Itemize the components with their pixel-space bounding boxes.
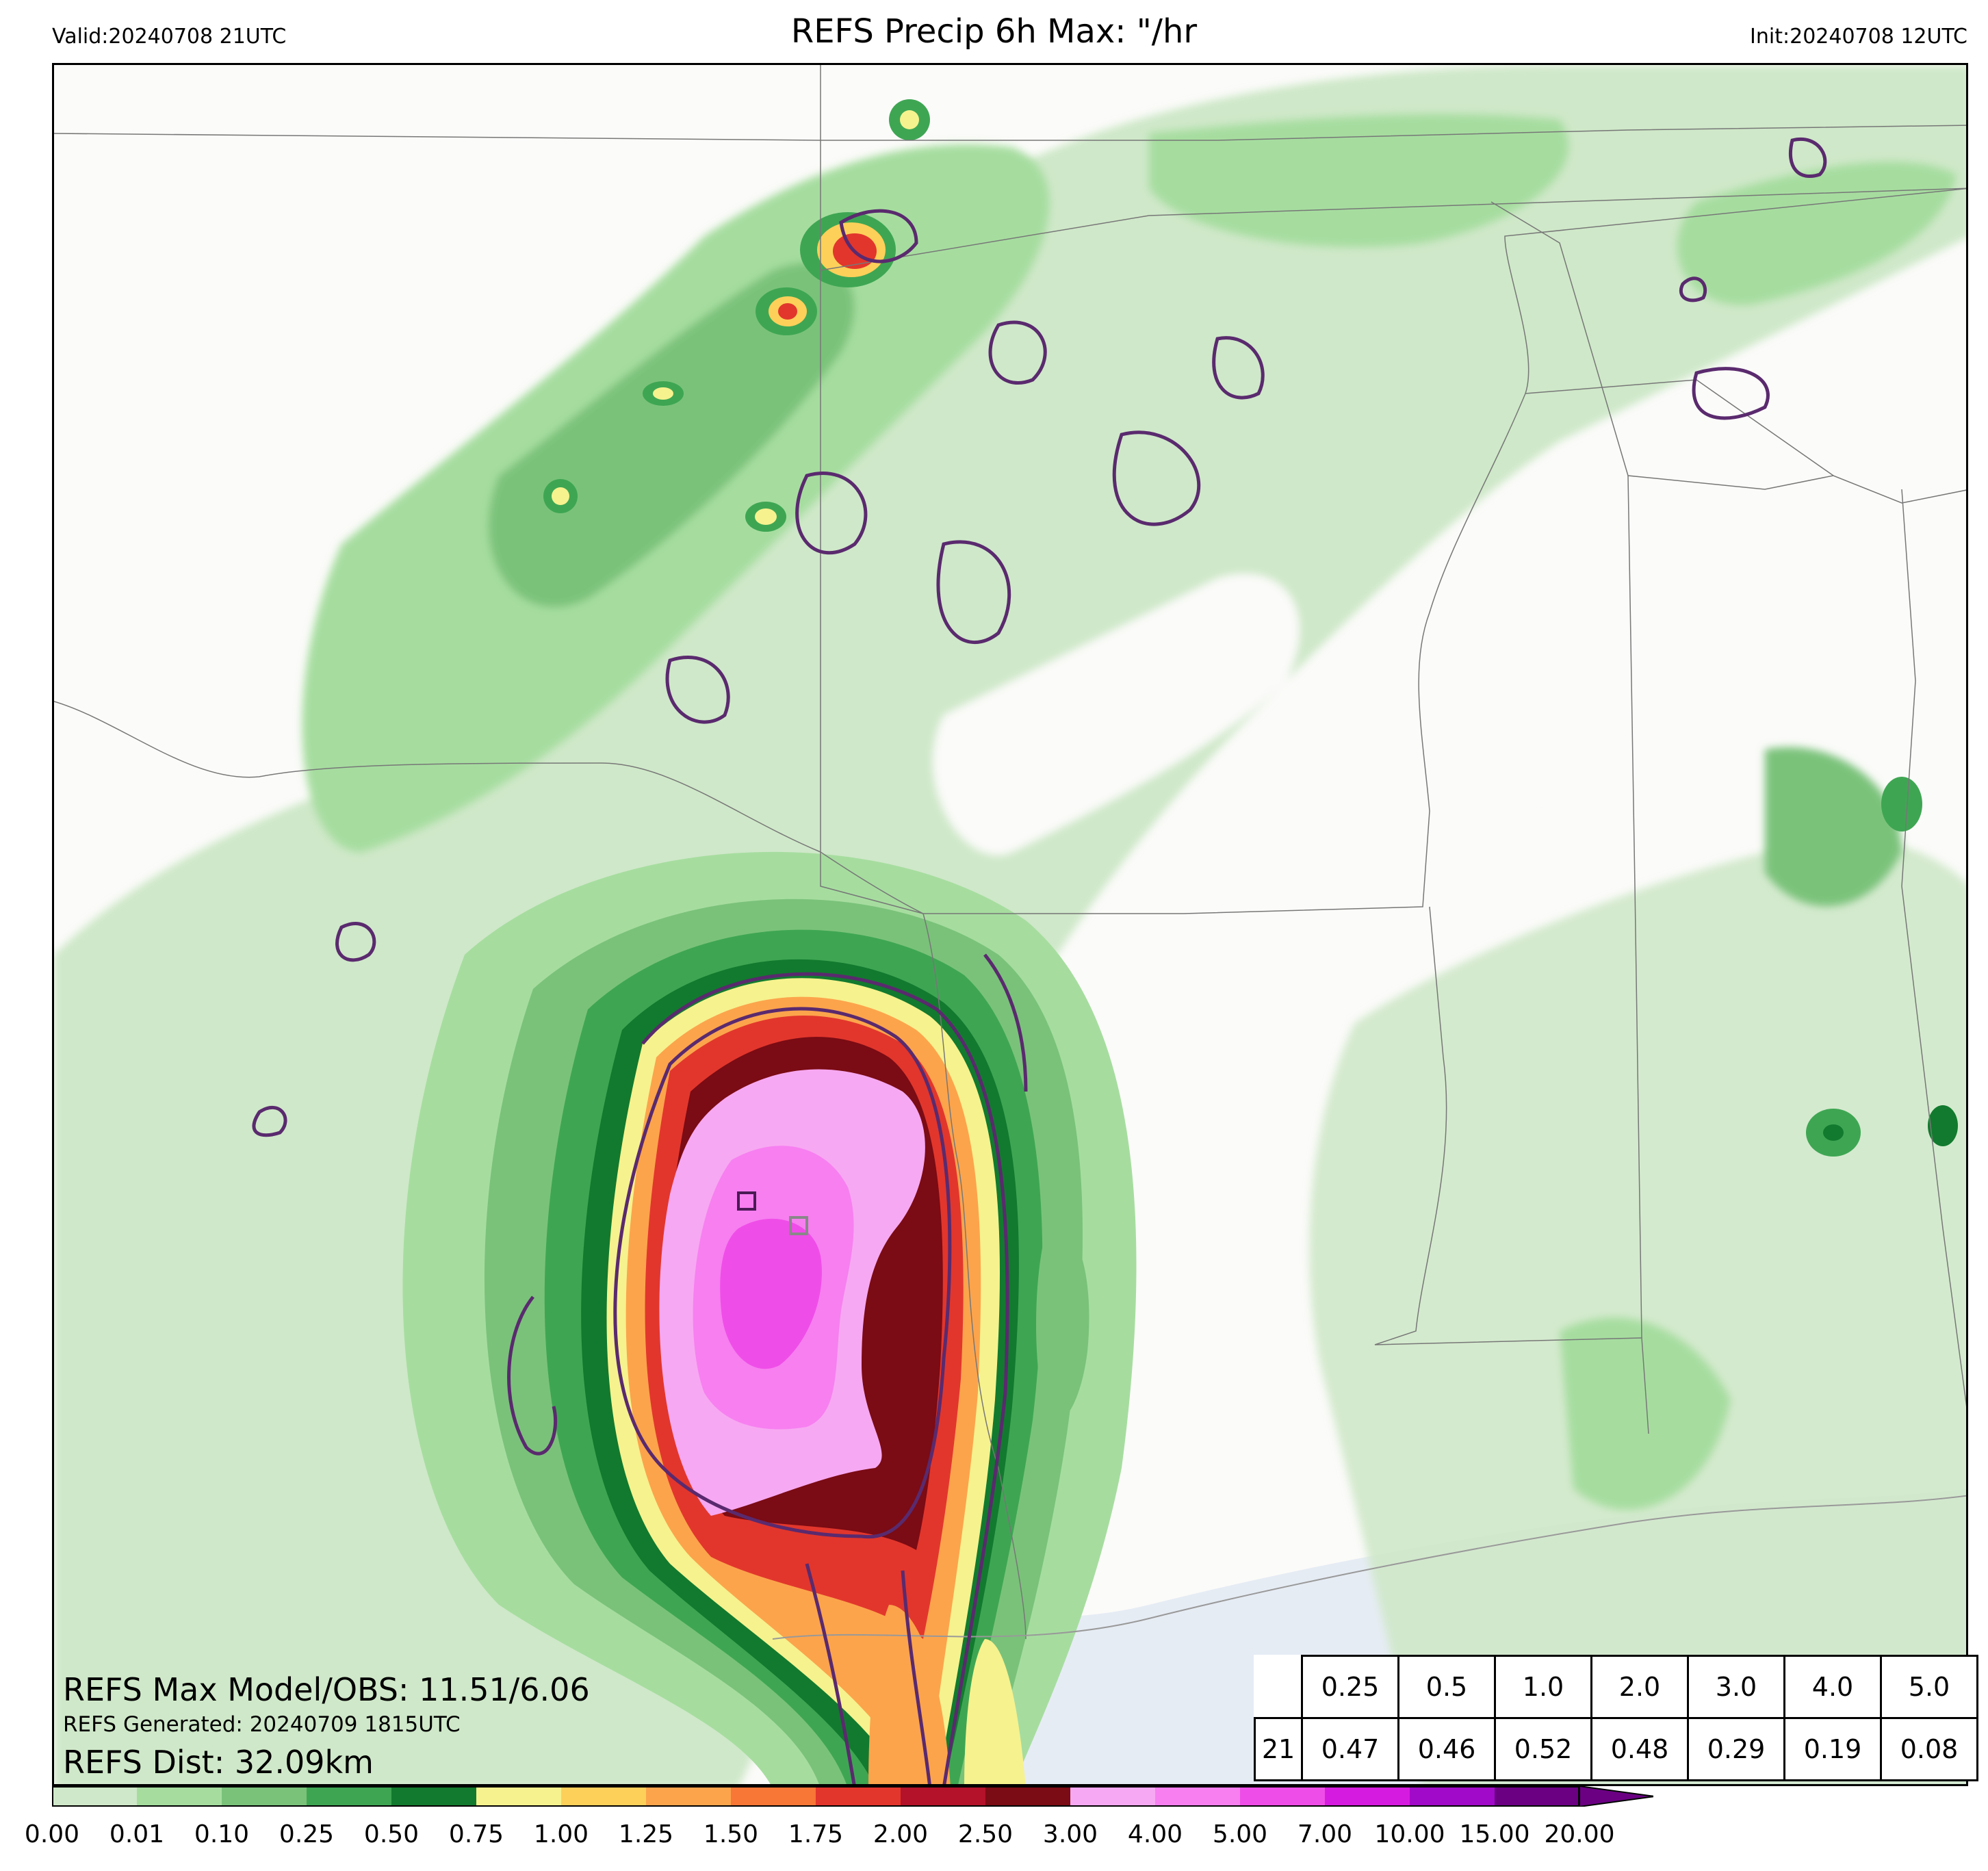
threshold-cell: 3.0 [1687,1655,1785,1719]
colorbar-border [52,1786,1579,1807]
colorbar-tick-label: 2.50 [957,1820,1014,1848]
hour-cell: 21 [1254,1717,1303,1781]
colorbar-tick-label: 4.00 [1127,1820,1183,1848]
colorbar-segment [1495,1786,1579,1807]
colorbar-tick-label: 1.50 [703,1820,759,1848]
threshold-cell: 4.0 [1783,1655,1882,1719]
colorbar-segment [391,1786,476,1807]
colorbar-segment [137,1786,222,1807]
colorbar-segment [1155,1786,1240,1807]
colorbar [52,1786,1653,1807]
colorbar-tick-label: 1.25 [618,1820,674,1848]
value-cell: 0.46 [1397,1717,1496,1781]
colorbar-segment [1410,1786,1495,1807]
table-corner [1255,1656,1302,1718]
map-canvas [54,65,1966,1784]
threshold-table: 0.25 0.5 1.0 2.0 3.0 4.0 5.0 21 0.47 0.4… [1254,1655,1978,1781]
threshold-cell: 0.25 [1301,1655,1399,1719]
chart-title: REFS Precip 6h Max: "/hr [790,12,1198,51]
colorbar-segment [731,1786,816,1807]
colorbar-extend-arrow [1579,1786,1653,1807]
obs-marker-max [737,1191,756,1211]
colorbar-tick-label: 3.00 [1042,1820,1098,1848]
colorbar-tick-label: 0.25 [279,1820,335,1848]
colorbar-segment [816,1786,901,1807]
colorbar-segment [646,1786,731,1807]
value-cell: 0.29 [1687,1717,1785,1781]
precip-map[interactable] [52,63,1968,1786]
colorbar-segment [561,1786,646,1807]
hurricane-core [402,851,1137,1784]
value-cell: 0.48 [1590,1717,1689,1781]
colorbar-segment [476,1786,561,1807]
colorbar-tick-label: 0.50 [363,1820,419,1848]
colorbar-tick-label: 1.00 [533,1820,589,1848]
value-row: 21 0.47 0.46 0.52 0.48 0.29 0.19 0.08 [1254,1717,1978,1781]
colorbar-tick-label: 0.10 [194,1820,250,1848]
colorbar-tick-label: 0.00 [24,1820,80,1848]
value-cell: 0.19 [1783,1717,1882,1781]
colorbar-segment [307,1786,391,1807]
colorbar-segment [1240,1786,1325,1807]
colorbar-segment [52,1786,137,1807]
threshold-row: 0.25 0.5 1.0 2.0 3.0 4.0 5.0 [1255,1655,1978,1719]
obs-contours [252,137,1827,1784]
obs-marker-model [789,1216,808,1235]
colorbar-tick-label: 2.00 [873,1820,929,1848]
colorbar-segment [1070,1786,1155,1807]
init-time-label: Init:20240708 12UTC [1750,25,1967,49]
colorbar-tick-label: 5.00 [1212,1820,1268,1848]
colorbar-segment [901,1786,985,1807]
generated-time-label: REFS Generated: 20240709 1815UTC [63,1712,461,1737]
threshold-cell: 0.5 [1397,1655,1496,1719]
precip-north-cells [543,99,1958,1157]
colorbar-segment [1325,1786,1410,1807]
state-boundaries [54,65,1966,1640]
value-cell: 0.47 [1301,1717,1399,1781]
refs-distance-label: REFS Dist: 32.09km [63,1744,374,1781]
colorbar-tick-label: 15.00 [1459,1820,1530,1848]
max-model-obs-label: REFS Max Model/OBS: 11.51/6.06 [63,1671,590,1708]
valid-time-label: Valid:20240708 21UTC [52,25,287,49]
colorbar-tick-label: 0.01 [109,1820,165,1848]
value-cell: 0.08 [1880,1717,1978,1781]
colorbar-tick-label: 10.00 [1374,1820,1445,1848]
precip-north-band [302,114,1957,1510]
threshold-cell: 1.0 [1494,1655,1592,1719]
colorbar-tick-label: 1.75 [788,1820,844,1848]
colorbar-segment [222,1786,307,1807]
value-cell: 0.52 [1494,1717,1592,1781]
threshold-cell: 5.0 [1880,1655,1978,1719]
colorbar-tick-label: 0.75 [448,1820,504,1848]
coastline [772,1495,1966,1640]
colorbar-tick-label: 7.00 [1297,1820,1353,1848]
colorbar-segment [985,1786,1070,1807]
colorbar-tick-label: 20.00 [1544,1820,1615,1848]
threshold-cell: 2.0 [1590,1655,1689,1719]
